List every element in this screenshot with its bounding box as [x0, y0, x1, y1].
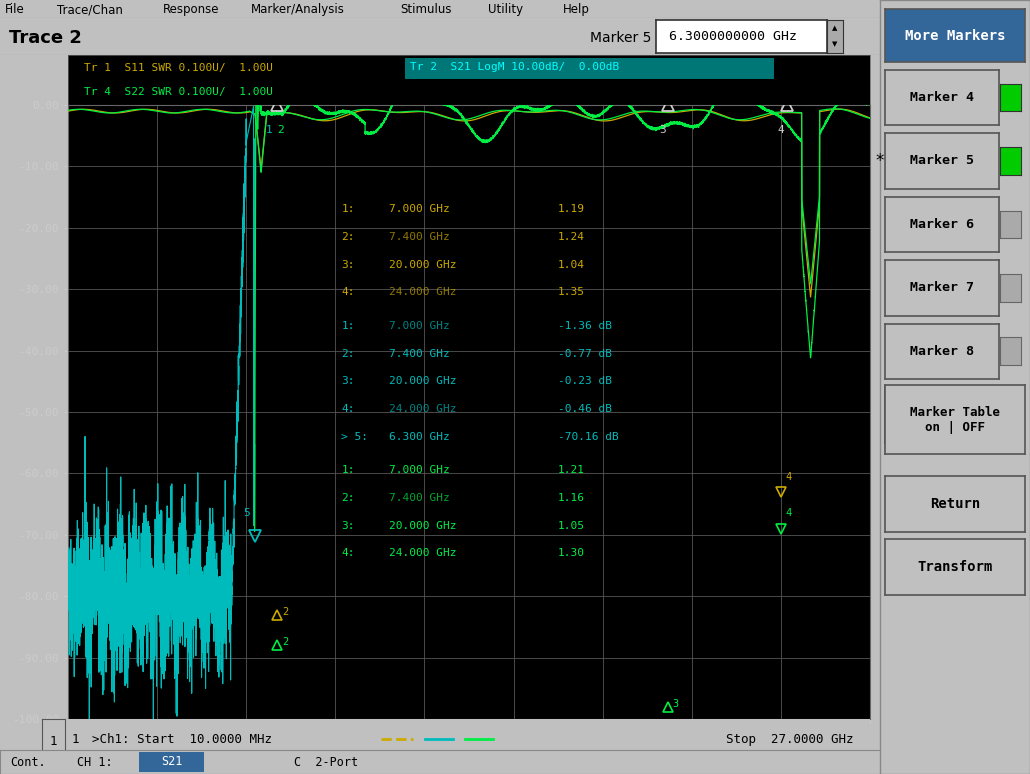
Text: -70.16 dB: -70.16 dB [558, 432, 619, 441]
Text: 24.000 GHz: 24.000 GHz [388, 404, 456, 414]
Text: 1.35: 1.35 [558, 287, 585, 297]
Text: 2:: 2: [341, 232, 354, 242]
Text: 2:: 2: [341, 493, 354, 503]
Text: 3: 3 [673, 699, 679, 709]
Text: 4: 4 [778, 125, 785, 135]
Text: 1.05: 1.05 [558, 521, 585, 531]
Text: 7.000 GHz: 7.000 GHz [388, 321, 449, 331]
Text: More Markers: More Markers [904, 29, 1005, 43]
Text: 1.21: 1.21 [558, 465, 585, 475]
Text: 3:: 3: [341, 376, 354, 386]
Text: 4: 4 [785, 471, 792, 481]
Text: Trace/Chan: Trace/Chan [58, 3, 123, 16]
Text: 24.000 GHz: 24.000 GHz [388, 548, 456, 558]
Text: Tr 4  S22 SWR 0.100U/  1.00U: Tr 4 S22 SWR 0.100U/ 1.00U [84, 87, 273, 98]
Text: File: File [4, 3, 24, 16]
Text: >Ch1: Start  10.0000 MHz: >Ch1: Start 10.0000 MHz [92, 733, 272, 746]
Text: 24.000 GHz: 24.000 GHz [388, 287, 456, 297]
Text: Response: Response [163, 3, 219, 16]
Text: 5: 5 [243, 509, 250, 519]
Text: 7.400 GHz: 7.400 GHz [388, 348, 449, 358]
Text: Marker 8: Marker 8 [911, 345, 974, 358]
Text: Marker 7: Marker 7 [911, 282, 974, 294]
Text: Marker 4: Marker 4 [911, 91, 974, 104]
Text: ▲: ▲ [832, 26, 837, 32]
Text: 7.400 GHz: 7.400 GHz [388, 232, 449, 242]
Text: Marker 6: Marker 6 [911, 218, 974, 231]
Text: 3:: 3: [341, 259, 354, 269]
Text: Stop  27.0000 GHz: Stop 27.0000 GHz [726, 733, 853, 746]
Text: C  2-Port: C 2-Port [294, 755, 357, 769]
Text: Tr 1  S11 SWR 0.100U/  1.00U: Tr 1 S11 SWR 0.100U/ 1.00U [84, 63, 273, 73]
Text: 2: 2 [282, 637, 288, 647]
Text: 6.300 GHz: 6.300 GHz [388, 432, 449, 441]
Text: Marker/Analysis: Marker/Analysis [250, 3, 345, 16]
Text: Marker Table
on | OFF: Marker Table on | OFF [909, 406, 1000, 433]
Text: 20.000 GHz: 20.000 GHz [388, 376, 456, 386]
Text: Stimulus: Stimulus [401, 3, 452, 16]
Text: 4: 4 [785, 509, 792, 519]
Text: Cont.: Cont. [10, 755, 46, 769]
Text: Marker 5: Marker 5 [911, 155, 974, 167]
Text: 3:: 3: [341, 521, 354, 531]
Text: Trace 2: Trace 2 [9, 29, 81, 47]
Text: 6.3000000000 GHz: 6.3000000000 GHz [668, 30, 797, 43]
Text: -0.23 dB: -0.23 dB [558, 376, 612, 386]
Text: CH 1:: CH 1: [77, 755, 113, 769]
Text: Return: Return [930, 497, 981, 511]
Text: 4:: 4: [341, 548, 354, 558]
FancyBboxPatch shape [405, 58, 774, 79]
Text: Marker 9: Marker 9 [911, 409, 974, 421]
Text: LCL: LCL [953, 755, 974, 769]
Text: 1: 1 [49, 735, 58, 748]
Text: 1: 1 [266, 125, 272, 135]
Text: 20.000 GHz: 20.000 GHz [388, 259, 456, 269]
Text: 1: 1 [72, 733, 79, 746]
Text: *: * [876, 152, 884, 170]
Text: Utility: Utility [488, 3, 523, 16]
Text: 1:: 1: [341, 465, 354, 475]
Text: 1:: 1: [341, 204, 354, 214]
Text: Transform: Transform [918, 560, 993, 574]
Text: 1.16: 1.16 [558, 493, 585, 503]
Text: -1.36 dB: -1.36 dB [558, 321, 612, 331]
Text: 1.19: 1.19 [558, 204, 585, 214]
Text: > 5:: > 5: [341, 432, 369, 441]
Text: 1.30: 1.30 [558, 548, 585, 558]
Text: Help: Help [563, 3, 590, 16]
Text: 20.000 GHz: 20.000 GHz [388, 521, 456, 531]
Text: 1.04: 1.04 [558, 259, 585, 269]
Text: 7.000 GHz: 7.000 GHz [388, 204, 449, 214]
Text: Tr 2  S21 LogM 10.00dB/  0.00dB: Tr 2 S21 LogM 10.00dB/ 0.00dB [410, 63, 620, 73]
Text: 3: 3 [659, 125, 665, 135]
Text: 2: 2 [277, 125, 284, 135]
Text: ▼: ▼ [832, 42, 837, 47]
Text: 1.24: 1.24 [558, 232, 585, 242]
Text: 1:: 1: [341, 321, 354, 331]
Text: -0.46 dB: -0.46 dB [558, 404, 612, 414]
Text: 2: 2 [282, 607, 288, 617]
Text: 4:: 4: [341, 404, 354, 414]
Text: 7.000 GHz: 7.000 GHz [388, 465, 449, 475]
Text: 4:: 4: [341, 287, 354, 297]
Text: 7.400 GHz: 7.400 GHz [388, 493, 449, 503]
Text: Marker 5: Marker 5 [589, 32, 651, 46]
Text: -0.77 dB: -0.77 dB [558, 348, 612, 358]
Text: S21: S21 [161, 755, 182, 768]
Text: 2:: 2: [341, 348, 354, 358]
